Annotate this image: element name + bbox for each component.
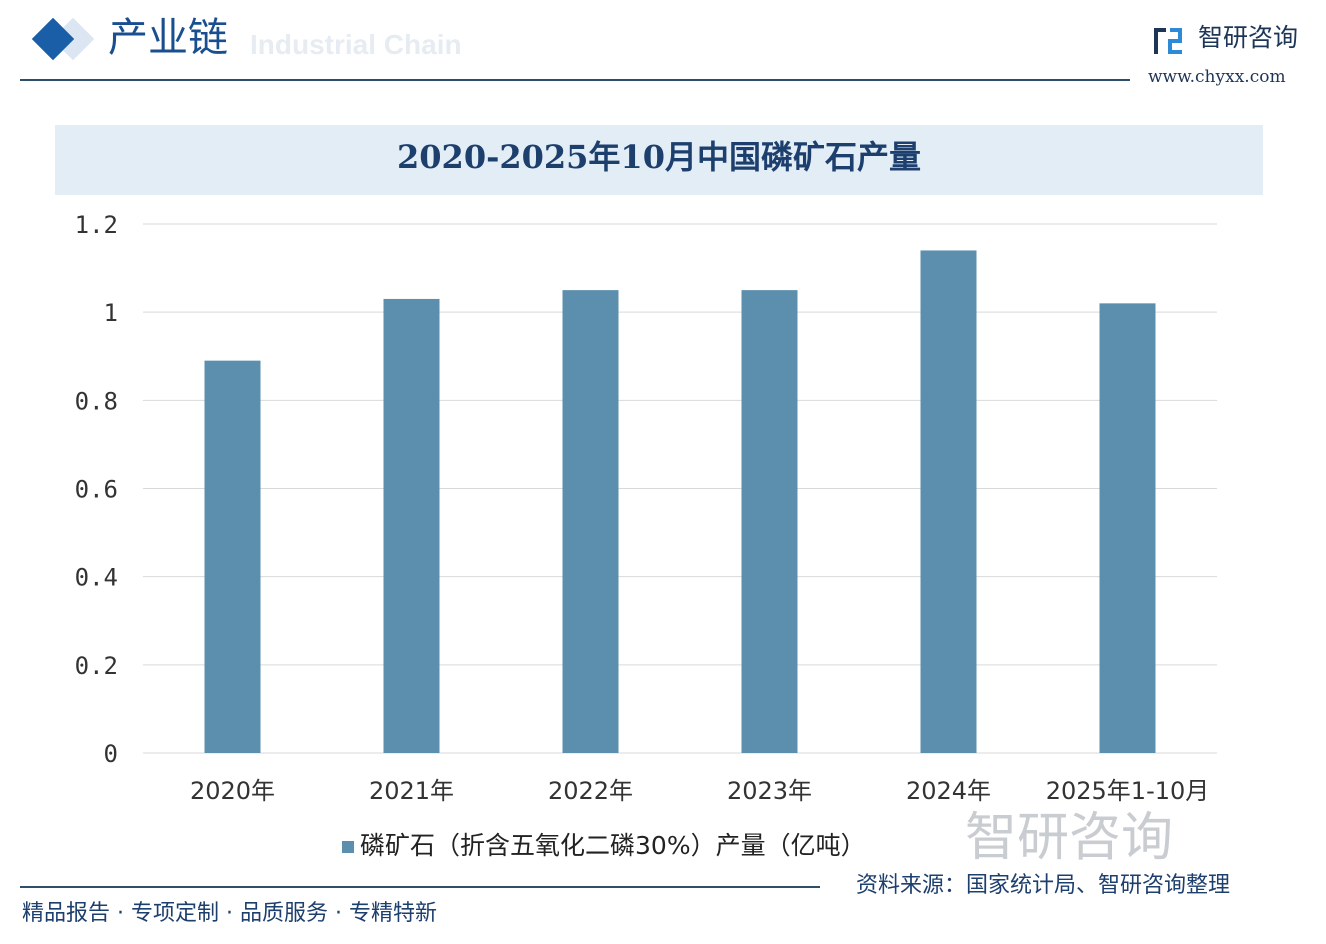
chart-title-box bbox=[55, 125, 1263, 195]
bar bbox=[383, 298, 440, 753]
header-title: 产业链 bbox=[108, 15, 228, 61]
y-tick-label: 0.6 bbox=[75, 476, 118, 504]
y-tick-label: 0 bbox=[104, 740, 118, 768]
y-tick-label: 0.8 bbox=[75, 387, 118, 415]
bar bbox=[562, 290, 619, 753]
slogan: 精品报告 · 专项定制 · 品质服务 · 专精特新 bbox=[22, 901, 437, 926]
y-tick-label: 1 bbox=[104, 299, 118, 327]
diamond-icon bbox=[31, 17, 75, 61]
bar bbox=[204, 360, 261, 753]
brand-url: www.chyxx.com bbox=[1148, 67, 1286, 87]
header-subtitle: Industrial Chain bbox=[250, 29, 462, 60]
footer-divider bbox=[20, 886, 820, 888]
x-tick-label: 2024年 bbox=[906, 777, 991, 805]
bar bbox=[741, 290, 798, 753]
y-tick-label: 1.2 bbox=[75, 211, 118, 239]
x-tick-label: 2023年 bbox=[727, 777, 812, 805]
x-tick-label: 2025年1-10月 bbox=[1046, 777, 1210, 805]
x-tick-label: 2022年 bbox=[548, 777, 633, 805]
x-tick-label: 2021年 bbox=[369, 777, 454, 805]
bar bbox=[1099, 303, 1156, 753]
x-tick-label: 2020年 bbox=[190, 777, 275, 805]
bar-chart: 0 0.2 0.4 0.6 0.8 1 1.2 2020年 2021年 2022年 2023年 202… bbox=[75, 211, 1217, 805]
brand-logo-icon bbox=[1154, 28, 1182, 54]
y-tick-label: 0.2 bbox=[75, 652, 118, 680]
y-tick-label: 0.4 bbox=[75, 564, 118, 592]
header-divider bbox=[20, 79, 1130, 81]
watermark-brand: 智研咨询 bbox=[965, 808, 1174, 868]
legend-label: 磷矿石（折含五氧化二磷30%）产量（亿吨） bbox=[360, 831, 866, 860]
legend: 磷矿石（折含五氧化二磷30%）产量（亿吨） bbox=[342, 832, 866, 860]
chart-title: 2020-2025年10月中国磷矿石产量 bbox=[397, 138, 921, 176]
brand-name: 智研咨询 bbox=[1198, 23, 1299, 52]
bar bbox=[920, 250, 977, 753]
legend-swatch bbox=[342, 841, 354, 853]
source-note: 资料来源：国家统计局、智研咨询整理 bbox=[856, 873, 1231, 898]
